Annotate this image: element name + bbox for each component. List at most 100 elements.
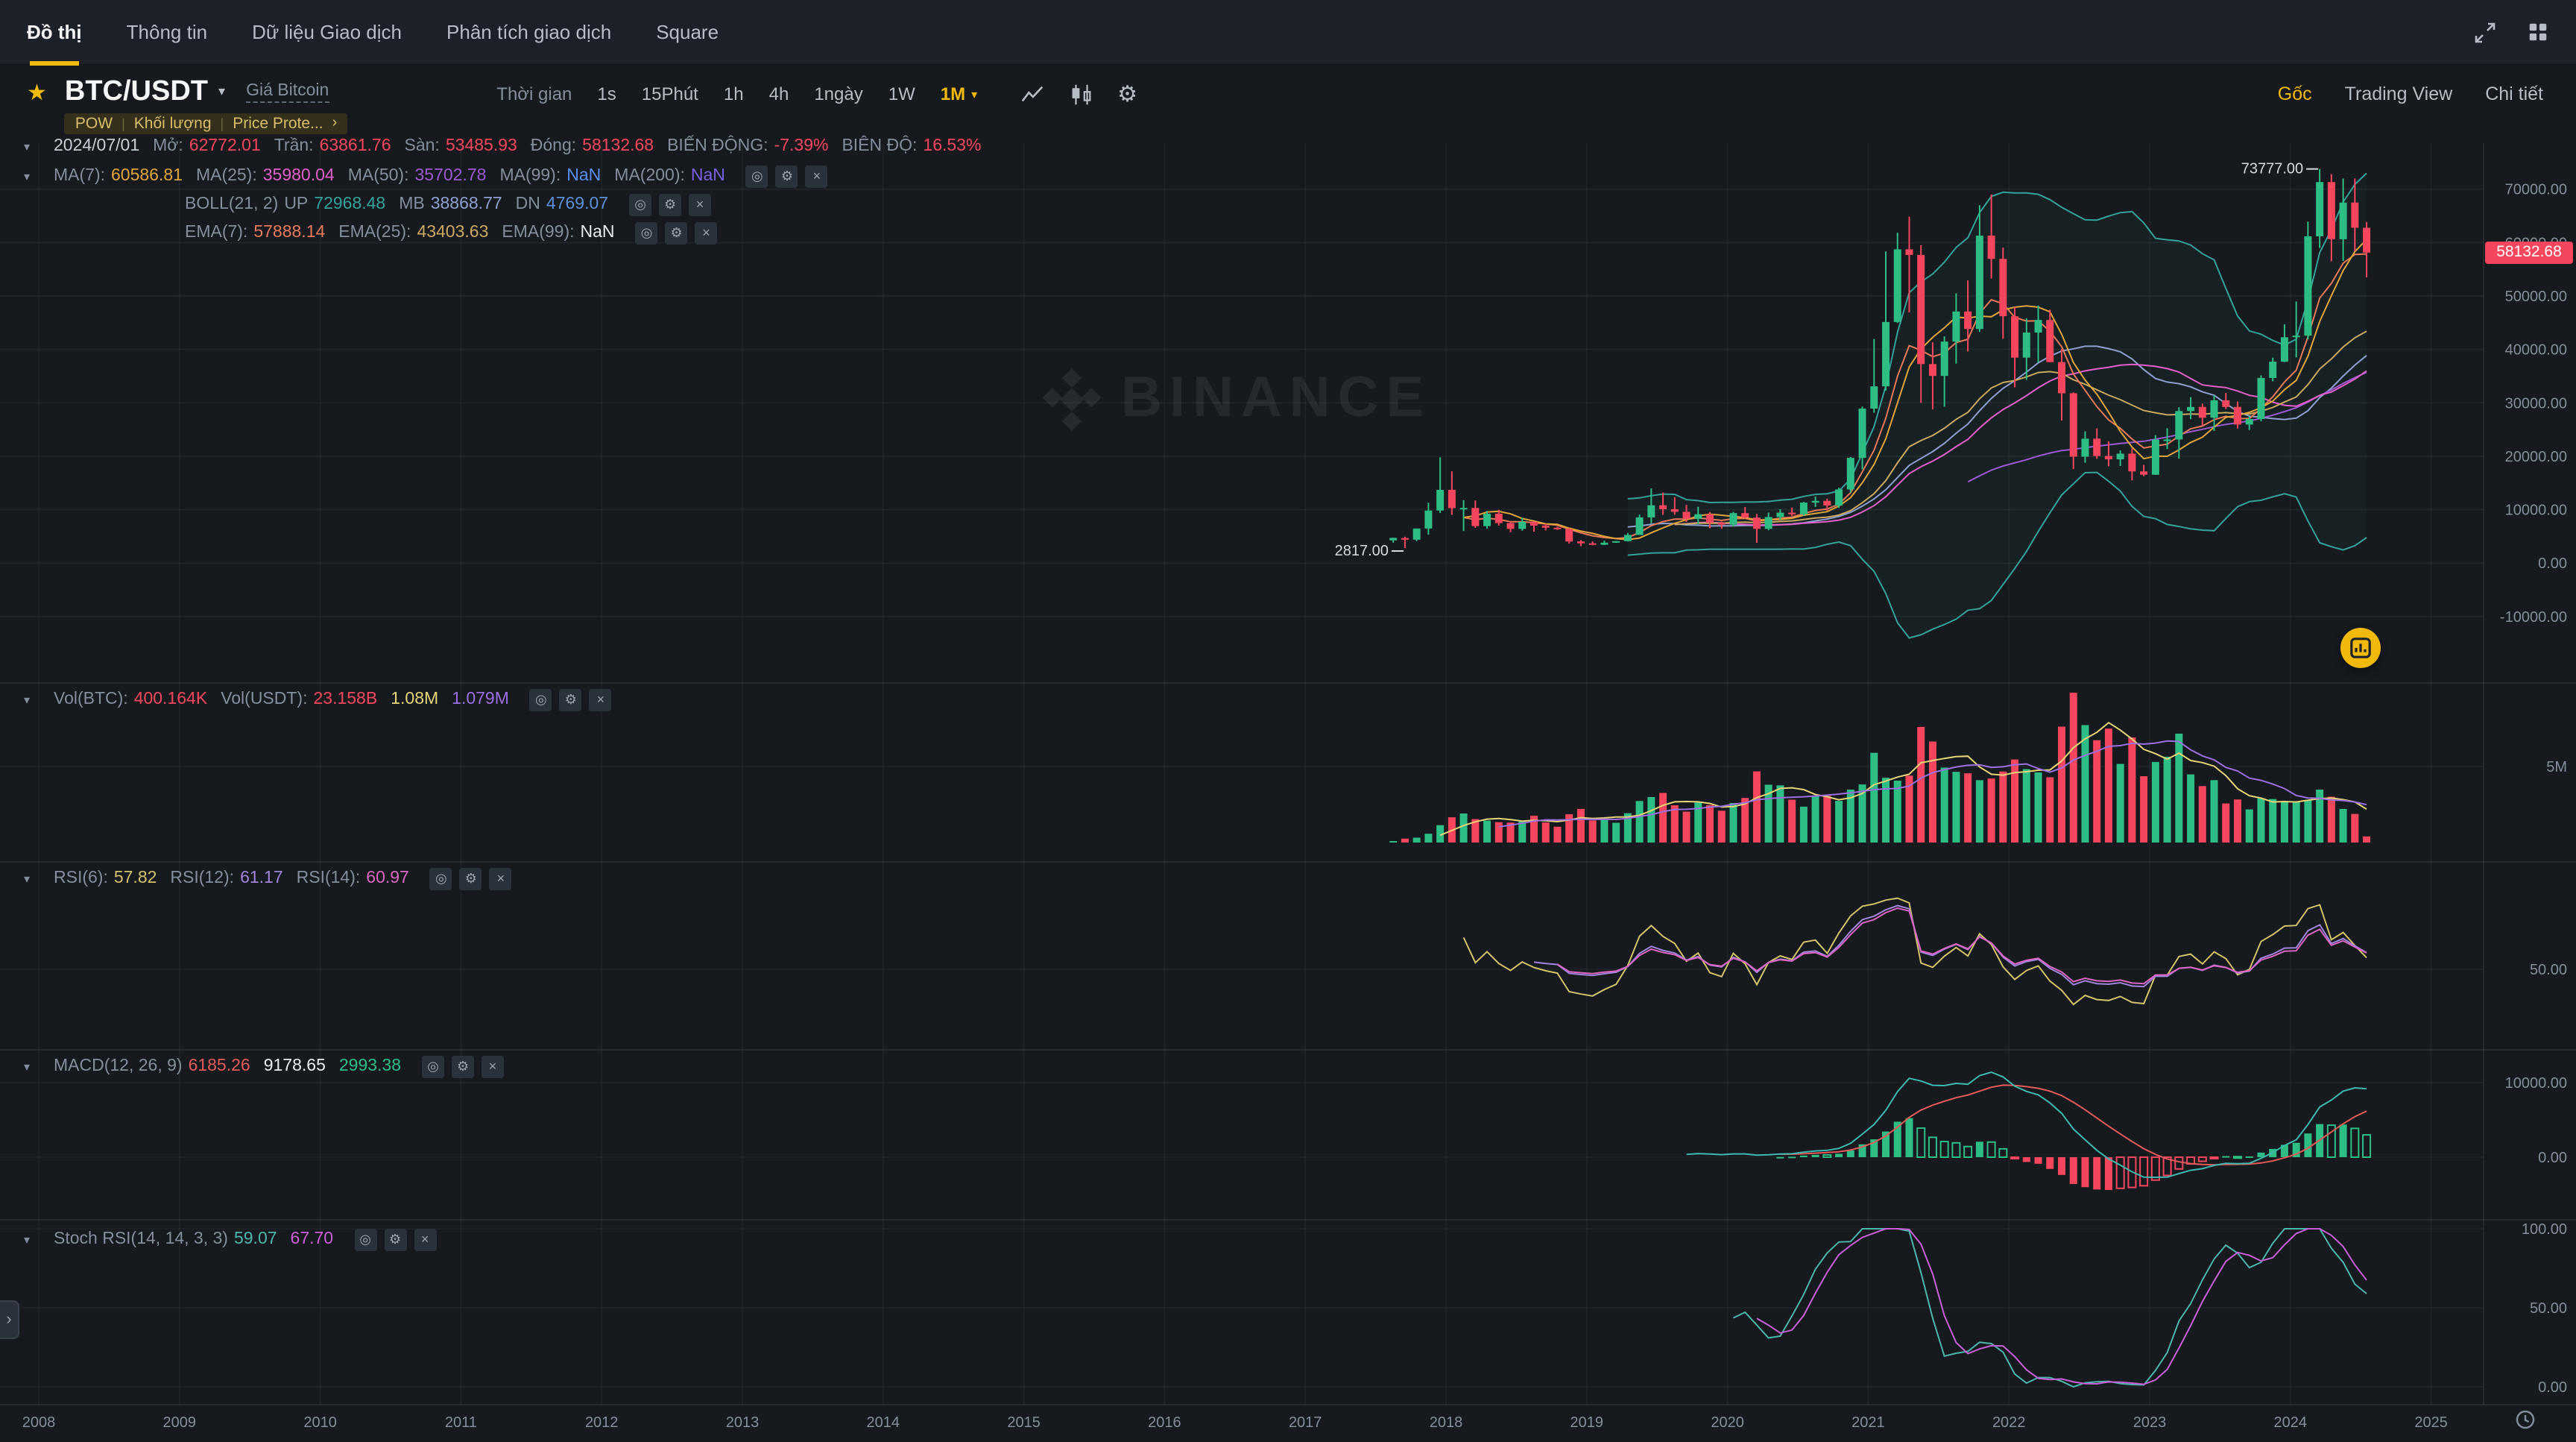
settings-icon[interactable]: ⚙ xyxy=(459,867,482,890)
svg-text:2009: 2009 xyxy=(163,1414,197,1431)
legend-text: 23.158B xyxy=(313,690,378,708)
remove-icon[interactable]: × xyxy=(695,221,718,244)
legend-vol: ▾ Vol(BTC): 400.164K Vol(USDT): 23.158B 1.08M… xyxy=(24,687,612,711)
svg-text:10000.00: 10000.00 xyxy=(2505,1075,2567,1092)
collapse-caret-icon[interactable]: ▾ xyxy=(24,1232,31,1246)
gear-icon[interactable]: ⚙ xyxy=(1117,82,1137,107)
collapse-caret-icon[interactable]: ▾ xyxy=(24,1060,31,1073)
interval-selector: Thời gian 1s 15Phút 1h 4h 1ngày 1W 1M ▾ xyxy=(496,84,977,104)
legend-text: MA(200): xyxy=(614,167,685,185)
legend-text: MA(99): xyxy=(499,167,561,185)
symbol-subtitle-link[interactable]: Giá Bitcoin xyxy=(246,81,329,102)
svg-text:0.00: 0.00 xyxy=(2538,555,2567,572)
chart-tool-icons: ⚙ xyxy=(1019,81,1137,107)
settings-icon[interactable]: ⚙ xyxy=(665,221,688,244)
legend-text: 9178.65 xyxy=(263,1057,326,1075)
eye-icon[interactable]: ◎ xyxy=(422,1055,445,1077)
symbol-tags[interactable]: POW | Khối lượng | Price Prote... › xyxy=(64,113,348,133)
interval-1s[interactable]: 1s xyxy=(597,84,616,104)
line-chart-icon[interactable] xyxy=(1019,81,1044,107)
legend-text: 60.97 xyxy=(366,869,409,887)
svg-text:2013: 2013 xyxy=(726,1414,760,1431)
settings-icon[interactable]: ⚙ xyxy=(452,1055,475,1077)
tag-pow[interactable]: POW xyxy=(75,114,113,132)
remove-icon[interactable]: × xyxy=(589,688,612,711)
interval-caret-icon: ▾ xyxy=(971,87,978,101)
settings-icon[interactable]: ⚙ xyxy=(775,165,798,187)
settings-icon[interactable]: ⚙ xyxy=(659,193,682,215)
symbol-dropdown-caret-icon[interactable]: ▾ xyxy=(218,84,226,98)
interval-15m[interactable]: 15Phút xyxy=(641,84,698,104)
collapse-caret-icon[interactable]: ▾ xyxy=(24,693,31,706)
svg-text:50.00: 50.00 xyxy=(2530,962,2567,978)
interval-1d[interactable]: 1ngày xyxy=(814,84,863,104)
legend-ema: EMA(7): 57888.14 EMA(25): 43403.63 EMA(99): N… xyxy=(185,221,718,245)
legend-boll: BOLL(21, 2) UP 72968.48 MB 38868.77 DN 4769.07… xyxy=(185,192,712,216)
interval-1h[interactable]: 1h xyxy=(723,84,744,104)
chart-widget-button[interactable] xyxy=(2340,628,2381,668)
tab-thong-tin[interactable]: Thông tin xyxy=(126,20,208,42)
chart-toolbar: ★ BTC/USDT ▾ Giá Bitcoin POW | Khối lượng… xyxy=(0,66,2576,143)
tab-phan-tich-giao-dich[interactable]: Phân tích giao dịch xyxy=(446,20,612,42)
remove-icon[interactable]: × xyxy=(482,1055,505,1077)
svg-text:2010: 2010 xyxy=(303,1414,337,1431)
link-chi-tiet[interactable]: Chi tiết xyxy=(2485,84,2543,104)
favorite-star-icon[interactable]: ★ xyxy=(27,81,47,106)
binance-logo-icon xyxy=(1042,368,1102,430)
legend-text: RSI(14): xyxy=(296,869,361,887)
collapse-caret-icon[interactable]: ▾ xyxy=(24,139,31,153)
eye-icon[interactable]: ◎ xyxy=(429,867,452,890)
legend-text: 62772.01 xyxy=(189,137,261,155)
legend-text: 61.17 xyxy=(240,869,283,887)
settings-icon[interactable]: ⚙ xyxy=(384,1228,407,1250)
collapse-caret-icon[interactable]: ▾ xyxy=(24,169,31,183)
legend-text: MA(50): xyxy=(347,167,409,185)
legend-stoch: ▾ Stoch RSI(14, 14, 3, 3) 59.07 67.70 ◎ ⚙ × xyxy=(24,1227,437,1251)
link-goc[interactable]: Gốc xyxy=(2277,84,2312,104)
symbol-title[interactable]: BTC/USDT xyxy=(64,75,209,107)
panel-expand-handle[interactable]: › xyxy=(0,1300,19,1339)
remove-icon[interactable]: × xyxy=(805,165,828,187)
legend-ma: ▾ MA(7): 60586.81 MA(25): 35980.04 MA(50): 357… xyxy=(24,164,828,188)
candlestick-settings-icon[interactable] xyxy=(1068,81,1093,107)
svg-text:0.00: 0.00 xyxy=(2538,1379,2567,1396)
legend-text: 57.82 xyxy=(113,869,157,887)
remove-icon[interactable]: × xyxy=(414,1228,437,1250)
tab-du-lieu-giao-dich[interactable]: Dữ liệu Giao dịch xyxy=(252,20,402,42)
legend-text: NaN xyxy=(690,167,725,185)
svg-text:40000.00: 40000.00 xyxy=(2505,342,2567,359)
tag-price-protect[interactable]: Price Prote... xyxy=(233,114,323,132)
remove-icon[interactable]: × xyxy=(489,867,512,890)
eye-icon[interactable]: ◎ xyxy=(745,165,768,187)
collapse-fullscreen-icon[interactable] xyxy=(2473,20,2497,44)
legend-text: 63861.76 xyxy=(319,137,391,155)
legend-text: MB xyxy=(399,195,425,213)
legend-text: Mở: xyxy=(153,137,183,155)
legend-text: UP xyxy=(284,195,309,213)
svg-text:20000.00: 20000.00 xyxy=(2505,449,2567,465)
tab-do-thi[interactable]: Đồ thị xyxy=(27,0,82,65)
interval-4h[interactable]: 4h xyxy=(768,84,789,104)
time-label: Thời gian xyxy=(496,84,572,104)
tag-khoi-luong[interactable]: Khối lượng xyxy=(133,114,212,132)
interval-1w[interactable]: 1W xyxy=(888,84,915,104)
settings-icon[interactable]: ⚙ xyxy=(559,688,582,711)
interval-1M-selected[interactable]: 1M ▾ xyxy=(940,84,978,104)
eye-icon[interactable]: ◎ xyxy=(629,193,652,215)
svg-text:2012: 2012 xyxy=(585,1414,619,1431)
remove-icon[interactable]: × xyxy=(689,193,712,215)
eye-icon[interactable]: ◎ xyxy=(529,688,552,711)
eye-icon[interactable]: ◎ xyxy=(354,1228,377,1250)
legend-text: 16.53% xyxy=(923,137,982,155)
collapse-caret-icon[interactable]: ▾ xyxy=(24,872,31,885)
top-nav: Đồ thị Thông tin Dữ liệu Giao dịch Phân … xyxy=(0,0,2576,66)
legend-text: 2993.38 xyxy=(338,1057,402,1075)
history-clock-icon[interactable] xyxy=(2513,1408,2537,1439)
grid-layout-icon[interactable] xyxy=(2527,21,2549,43)
tags-more-arrow-icon[interactable]: › xyxy=(332,115,338,131)
eye-icon[interactable]: ◎ xyxy=(635,221,658,244)
tab-square[interactable]: Square xyxy=(656,20,719,42)
legend-text: NaN xyxy=(580,224,615,242)
link-trading-view[interactable]: Trading View xyxy=(2344,84,2453,104)
